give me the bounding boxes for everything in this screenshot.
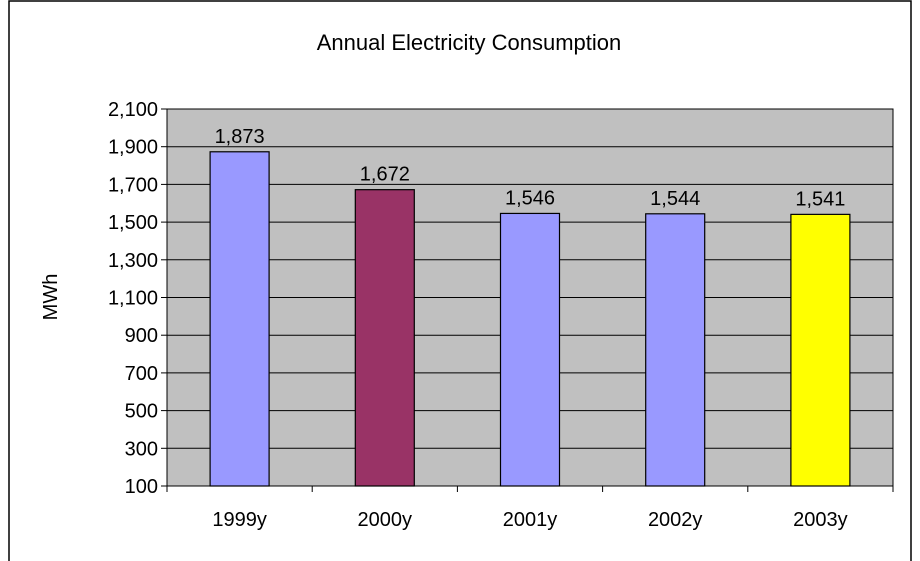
x-axis: 1999y 2000y 2001y 2002y 2003y [166, 485, 894, 531]
y-tick-label: 900 [125, 325, 158, 347]
bar-2002y [645, 213, 706, 487]
y-tick-label: 1,700 [108, 174, 158, 196]
data-label: 1,672 [360, 164, 410, 186]
y-axis-label: MWh [40, 274, 62, 321]
x-tick-label: 2003y [793, 509, 848, 531]
x-tick-label: 1999y [212, 509, 267, 531]
bar-2001y [499, 212, 561, 487]
data-label: 1,873 [215, 126, 265, 148]
x-tick-label: 2001y [503, 509, 558, 531]
bar-2000y [354, 189, 415, 487]
y-tick-label: 1,500 [108, 212, 158, 234]
y-tick-label: 700 [125, 363, 158, 385]
y-tick-label: 300 [125, 438, 158, 460]
y-tick-label: 2,100 [108, 99, 158, 121]
data-label: 1,546 [505, 187, 555, 209]
y-tick-label: 1,100 [108, 288, 158, 310]
chart-frame [8, 0, 912, 561]
y-tick-label: 500 [125, 401, 158, 423]
y-tick-label: 1,300 [108, 250, 158, 272]
data-label: 1,541 [795, 188, 845, 210]
bar-1999y [209, 151, 270, 487]
data-label: 1,544 [650, 188, 700, 210]
y-axis: 100 300 500 700 900 1,100 1,300 1,500 1,700 1,900… [108, 99, 168, 498]
bar-2003y [790, 213, 851, 487]
bars [209, 151, 851, 487]
x-tick-label: 2000y [358, 509, 413, 531]
y-tick-label: 100 [125, 476, 158, 498]
x-tick-label: 2002y [648, 509, 703, 531]
data-labels: 1,873 1,672 1,546 1,544 1,541 [215, 126, 846, 211]
chart-title: Annual Electricity Consumption [317, 30, 621, 55]
y-tick-label: 1,900 [108, 137, 158, 159]
